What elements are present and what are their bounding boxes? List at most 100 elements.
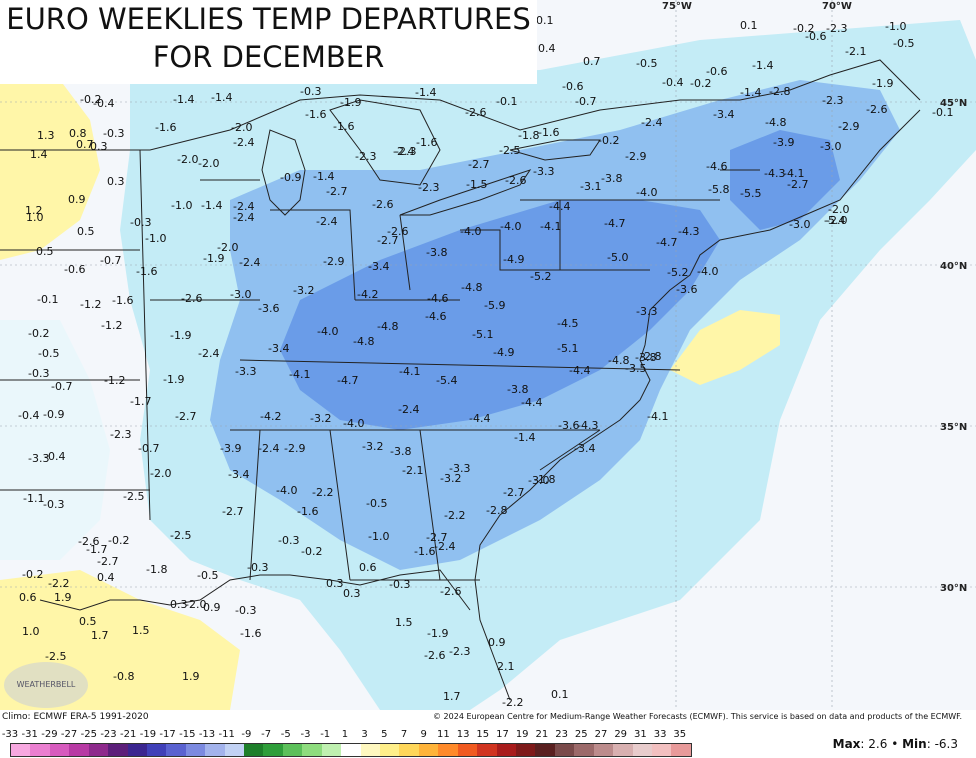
grid-value-label: 1.0 bbox=[26, 211, 44, 224]
grid-value-label: -0.6 bbox=[805, 30, 826, 43]
grid-value-label: -5.4 bbox=[824, 214, 845, 227]
colorbar-tick-label: 31 bbox=[634, 729, 647, 740]
grid-value-label: -2.0 bbox=[217, 241, 238, 254]
grid-value-label: -2.7 bbox=[426, 531, 447, 544]
grid-value-label: -1.4 bbox=[201, 199, 222, 212]
grid-value-label: -1.6 bbox=[240, 627, 261, 640]
grid-value-label: -0.4 bbox=[18, 409, 39, 422]
grid-value-label: -0.2 bbox=[80, 93, 101, 106]
grid-value-label: -2.0 bbox=[150, 467, 171, 480]
grid-value-label: -2.9 bbox=[838, 120, 859, 133]
grid-value-label: -2.4 bbox=[233, 211, 254, 224]
grid-value-label: -1.4 bbox=[740, 86, 761, 99]
grid-value-label: -2.8 bbox=[486, 504, 507, 517]
grid-value-label: 0.4 bbox=[538, 42, 556, 55]
grid-value-label: -2.7 bbox=[377, 234, 398, 247]
grid-value-label: -2.2 bbox=[312, 486, 333, 499]
grid-value-label: -0.3 bbox=[247, 561, 268, 574]
grid-value-label: -4.4 bbox=[549, 200, 570, 213]
grid-value-label: -1.4 bbox=[752, 59, 773, 72]
grid-value-label: -4.1 bbox=[399, 365, 420, 378]
grid-value-label: -3.2 bbox=[310, 412, 331, 425]
grid-value-label: -0.2 bbox=[28, 327, 49, 340]
grid-value-label: -3.3 bbox=[449, 462, 470, 475]
grid-value-label: -3.4 bbox=[713, 108, 734, 121]
grid-value-label: -4.3 bbox=[764, 167, 785, 180]
grid-value-label: -2.7 bbox=[468, 158, 489, 171]
separator: • bbox=[891, 737, 899, 751]
grid-value-label: -1.6 bbox=[297, 505, 318, 518]
grid-value-label: 0.1 bbox=[551, 688, 569, 701]
grid-value-label: -2.3 bbox=[418, 181, 439, 194]
grid-value-label: -0.2 bbox=[690, 77, 711, 90]
grid-value-label: -4.5 bbox=[557, 317, 578, 330]
grid-value-label: -0.1 bbox=[37, 293, 58, 306]
grid-value-label: -2.0 bbox=[185, 598, 206, 611]
grid-value-label: -2.5 bbox=[123, 490, 144, 503]
colorbar-swatch bbox=[399, 744, 419, 756]
colorbar-swatch bbox=[146, 744, 167, 756]
grid-value-label: -0.7 bbox=[100, 254, 121, 267]
colorbar-swatch bbox=[127, 744, 147, 756]
lon-label-75w: 75°W bbox=[662, 1, 692, 12]
east-coastline bbox=[474, 109, 921, 701]
grid-value-label: 0.5 bbox=[36, 245, 54, 258]
grid-value-label: -1.9 bbox=[872, 77, 893, 90]
grid-value-label: -0.5 bbox=[38, 347, 59, 360]
grid-value-label: -1.6 bbox=[538, 126, 559, 139]
grid-value-label: -4.8 bbox=[461, 281, 482, 294]
value-labels: 0.1 0.1 -0.2 -2.3 -1.0 0.4 -0.6 -0.5 0.7 -0.5 -2.1… bbox=[0, 0, 953, 709]
grid-value-label: -0.6 bbox=[64, 263, 85, 276]
colorbar-tick-label: 35 bbox=[673, 729, 687, 740]
colorbar-tick-label: -3 bbox=[300, 729, 311, 740]
grid-value-label: 1.0 bbox=[22, 625, 40, 638]
grid-value-label: -2.5 bbox=[45, 650, 66, 663]
grid-value-label: -2.3 bbox=[395, 145, 416, 158]
grid-value-label: -4.2 bbox=[260, 410, 281, 423]
grid-value-label: -3.0 bbox=[230, 288, 251, 301]
grid-value-label: -1.2 bbox=[80, 298, 101, 311]
grid-value-label: -2.3 bbox=[826, 22, 847, 35]
colorbar-ticks: -33 -31 -29 -27 -25 -23 -21 -19 -17 -15 -13 -11 -9 -7… bbox=[2, 729, 696, 741]
grid-value-label: -1.9 bbox=[427, 627, 448, 640]
colorbar-tick-label: -29 bbox=[41, 729, 58, 740]
colorbar-tick-label: -15 bbox=[179, 729, 196, 740]
colorbar bbox=[10, 743, 692, 757]
colorbar-tick-label: 15 bbox=[476, 729, 490, 740]
colorbar-tick-label: 29 bbox=[614, 729, 628, 740]
grid-value-label: -4.3 bbox=[577, 419, 598, 432]
colorbar-swatch bbox=[49, 744, 70, 756]
grid-value-label: -2.5 bbox=[170, 529, 191, 542]
grid-value-label: 0.3 bbox=[326, 577, 344, 590]
grid-value-label: -3.2 bbox=[440, 472, 461, 485]
grid-value-label: -3.8 bbox=[507, 383, 528, 396]
colorbar-swatch bbox=[671, 744, 691, 756]
grid-value-label: -2.0 bbox=[198, 157, 219, 170]
grid-value-label: -0.5 bbox=[366, 497, 387, 510]
grid-value-label: -1.2 bbox=[101, 319, 122, 332]
grid-value-label: 0.3 bbox=[343, 587, 361, 600]
grid-value-label: -0.8 bbox=[113, 670, 134, 683]
grid-value-label: -0.1 bbox=[932, 106, 953, 119]
lat-label-30n: 30°N bbox=[940, 583, 967, 594]
grid-value-label: 1.7 bbox=[443, 690, 461, 703]
grid-value-label: -4.0 bbox=[343, 417, 364, 430]
grid-value-label: -0.4 bbox=[662, 76, 683, 89]
grid-value-label: -2.9 bbox=[284, 442, 305, 455]
grid-value-label: -2.6 bbox=[372, 198, 393, 211]
grid-value-label: -0.7 bbox=[51, 380, 72, 393]
grid-value-label: -2.6 bbox=[181, 292, 202, 305]
grid-value-label: -2.1 bbox=[845, 45, 866, 58]
grid-value-label: 1.3 bbox=[37, 129, 55, 142]
colorbar-swatch bbox=[515, 744, 536, 756]
grid-value-label: 1.9 bbox=[54, 591, 72, 604]
grid-value-label: -1.9 bbox=[203, 252, 224, 265]
grid-value-label: -5.9 bbox=[484, 299, 505, 312]
borders bbox=[0, 59, 921, 701]
grid-value-label: -1.6 bbox=[414, 545, 435, 558]
colorbar-tick-label: 13 bbox=[456, 729, 470, 740]
grid-value-label: -4.8 bbox=[353, 335, 374, 348]
grid-value-label: -2.4 bbox=[434, 540, 455, 553]
grid-value-label: -0.3 bbox=[43, 498, 64, 511]
grid-value-label: -4.6 bbox=[706, 160, 727, 173]
